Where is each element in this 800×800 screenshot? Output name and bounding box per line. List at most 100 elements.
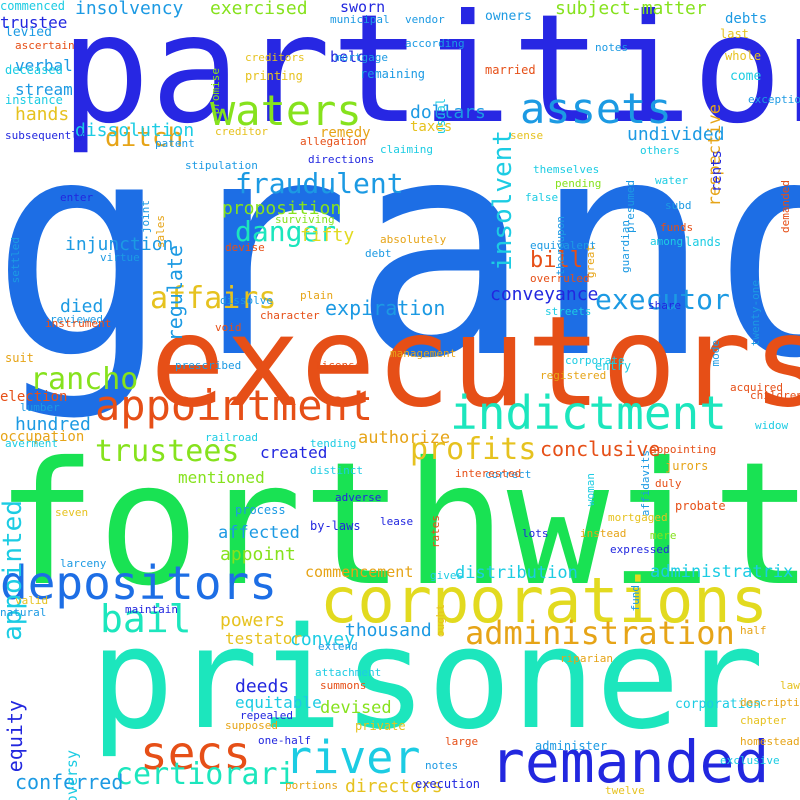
word-extend: extend bbox=[318, 640, 358, 653]
word-last: last bbox=[720, 27, 749, 41]
word-below: below bbox=[330, 48, 376, 66]
word-insolvency: insolvency bbox=[75, 0, 184, 19]
word-injunction: injunction bbox=[65, 234, 174, 255]
word-river: river bbox=[285, 731, 421, 784]
word-allegation: allegation bbox=[300, 135, 367, 148]
word-verbal: verbal bbox=[15, 56, 73, 75]
word-hands: hands bbox=[15, 104, 70, 125]
word-homestead: homestead bbox=[740, 735, 800, 748]
word-private: private bbox=[355, 719, 406, 733]
word-mentioned: mentioned bbox=[178, 468, 265, 487]
word-powers: powers bbox=[220, 610, 286, 631]
word-share: share bbox=[648, 299, 682, 312]
word-bill: bill bbox=[530, 248, 583, 273]
word-commencement: commencement bbox=[305, 563, 414, 581]
word-trustees: trustees bbox=[95, 434, 240, 469]
word-tending: tending bbox=[310, 437, 357, 450]
word-railroad: railroad bbox=[205, 431, 258, 444]
word-died: died bbox=[60, 296, 104, 317]
word-lease: lease bbox=[380, 515, 414, 528]
word-mere: mere bbox=[650, 529, 677, 542]
word-proposition: proposition bbox=[222, 198, 342, 219]
word-virtue: virtue bbox=[100, 251, 140, 264]
word-devised: devised bbox=[320, 698, 392, 718]
word-ought: ought bbox=[434, 604, 447, 638]
word-affairs: affairs bbox=[150, 281, 277, 316]
word-exercised: exercised bbox=[210, 0, 308, 19]
word-levied: levied bbox=[5, 25, 52, 40]
word-directions: directions bbox=[308, 153, 375, 166]
word-widow: widow bbox=[755, 419, 789, 432]
word-convey: convey bbox=[290, 629, 356, 650]
word-mode: mode bbox=[709, 340, 722, 367]
word-mortgaged: mortgaged bbox=[608, 511, 668, 524]
word-indictment: indictment bbox=[450, 386, 727, 440]
word-surviving: surviving bbox=[275, 213, 335, 226]
word-subd: subd bbox=[665, 199, 692, 212]
word-conclusive: conclusive bbox=[540, 437, 661, 461]
word-waters: waters bbox=[210, 86, 362, 135]
word-dissolution: dissolution bbox=[75, 120, 195, 141]
word-regulate: regulate bbox=[163, 245, 187, 342]
word-half: half bbox=[740, 624, 767, 637]
word-corporations: corporations bbox=[320, 564, 768, 637]
word-fifty: fifty bbox=[300, 225, 355, 246]
word-execution: execution bbox=[415, 777, 481, 791]
word-insolvent: insolvent bbox=[488, 130, 518, 271]
word-fraudulent: fraudulent bbox=[235, 167, 404, 200]
word-deeds: deeds bbox=[235, 676, 290, 697]
word-forthwith: forthwith bbox=[0, 426, 800, 624]
word-affidavits: affidavits bbox=[639, 450, 652, 517]
word-seven: seven bbox=[55, 506, 89, 519]
word-sales: sales bbox=[154, 215, 167, 249]
word-void: void bbox=[215, 321, 242, 334]
word-process: process bbox=[235, 503, 286, 517]
word-chapter: chapter bbox=[740, 714, 787, 727]
word-repealed: repealed bbox=[240, 709, 293, 722]
word-themselves: themselves bbox=[533, 163, 600, 176]
word-partition: partition bbox=[60, 0, 800, 157]
word-riparian: riparian bbox=[560, 652, 613, 665]
word-fund: fund bbox=[629, 585, 642, 612]
word-patent: patent bbox=[155, 137, 195, 150]
word-devise: devise bbox=[225, 241, 265, 254]
word-among: among bbox=[650, 235, 684, 248]
word-appointed: appointed bbox=[0, 500, 28, 641]
word-profits: profits bbox=[410, 432, 537, 467]
word-remedy: remedy bbox=[320, 125, 371, 141]
word-instrument: instrument bbox=[45, 317, 112, 330]
word-subsequently: subsequently bbox=[5, 129, 85, 142]
word-notes: notes bbox=[595, 41, 629, 54]
word-bail: bail bbox=[100, 597, 192, 641]
word-appointing: appointing bbox=[650, 443, 717, 456]
word-thousand: thousand bbox=[345, 620, 432, 641]
word-corporation: corporation bbox=[675, 697, 762, 712]
word-rents: rents bbox=[709, 150, 725, 193]
word-adverse: adverse bbox=[335, 491, 382, 504]
word-promise: promise bbox=[209, 68, 222, 115]
word-description: description bbox=[740, 696, 800, 709]
word-whole: whole bbox=[725, 49, 762, 63]
word-expiration: expiration bbox=[325, 296, 446, 320]
word-overruled: overruled bbox=[530, 272, 590, 285]
word-vendor: vendor bbox=[405, 13, 445, 26]
word-instance: instance bbox=[5, 93, 63, 107]
word-streets: streets bbox=[545, 305, 592, 318]
word-children: children bbox=[750, 389, 800, 402]
word-undivided: undivided bbox=[627, 124, 725, 145]
word-authorize: authorize bbox=[358, 428, 451, 448]
word-portions: portions bbox=[285, 779, 338, 792]
word-stipulation: stipulation bbox=[185, 159, 258, 172]
word-jurors: jurors bbox=[665, 459, 709, 473]
word-natural: natural bbox=[0, 606, 47, 619]
word-acquired: acquired bbox=[730, 381, 783, 394]
word-joint: joint bbox=[139, 200, 152, 234]
word-plain: plain bbox=[300, 289, 334, 302]
word-laws: laws bbox=[780, 679, 800, 692]
word-affected: affected bbox=[218, 523, 300, 543]
word-married: married bbox=[485, 63, 536, 77]
word-supposed: supposed bbox=[225, 719, 278, 732]
word-taxes: taxes bbox=[410, 119, 453, 135]
word-created: created bbox=[260, 443, 328, 462]
